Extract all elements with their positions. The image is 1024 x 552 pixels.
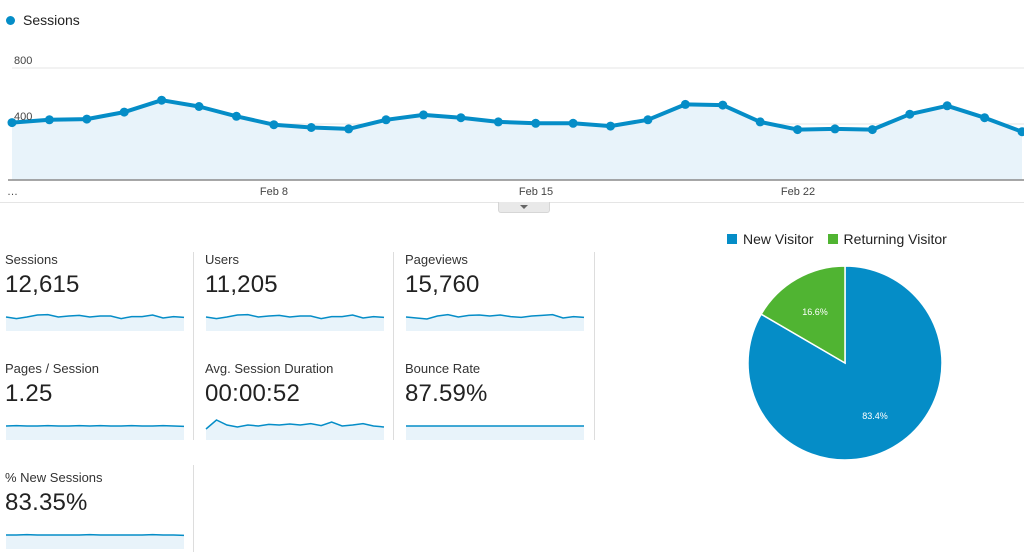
sparkline-line	[205, 313, 385, 320]
sparkline-area	[406, 314, 584, 331]
metric-label: Pageviews	[405, 252, 468, 267]
sparkline	[5, 313, 185, 331]
sessions-line-chart[interactable]: 800 400 … Feb 8 Feb 15 Feb 22	[0, 36, 1024, 202]
metric-users[interactable]: Users 11,205	[205, 252, 390, 331]
series-line	[11, 98, 1023, 134]
metric-pageviews[interactable]: Pageviews 15,760	[405, 252, 590, 331]
data-point[interactable]	[905, 109, 915, 119]
data-point[interactable]	[531, 118, 541, 128]
metric-value: 1.25	[5, 380, 53, 407]
data-point[interactable]	[830, 124, 840, 134]
metric-separator	[193, 252, 194, 440]
sparkline-area	[406, 426, 584, 440]
metric-value: 87.59%	[405, 380, 488, 407]
series-color-dot	[6, 15, 15, 25]
data-point[interactable]	[980, 113, 990, 123]
metric-label: Pages / Session	[5, 361, 99, 376]
metric-separator	[193, 465, 194, 552]
sparkline-line	[205, 419, 385, 430]
pie-slice-returning-visitor[interactable]	[760, 265, 846, 365]
data-point[interactable]	[867, 125, 877, 135]
swatch-returning	[827, 234, 838, 244]
pie-slice-label: 16.6%	[802, 307, 828, 317]
data-point[interactable]	[606, 121, 616, 131]
y-tick-label: 800	[14, 55, 32, 67]
data-point[interactable]	[718, 100, 728, 110]
x-tick-label: …	[7, 186, 18, 198]
metric-value: 00:00:52	[205, 380, 301, 407]
data-point[interactable]	[755, 117, 765, 127]
metric-label: Bounce Rate	[405, 361, 481, 376]
sparkline-line	[5, 313, 185, 320]
data-point[interactable]	[942, 101, 952, 111]
data-point[interactable]	[680, 99, 690, 109]
metric-label: Users	[205, 252, 239, 267]
data-point[interactable]	[7, 118, 17, 128]
pie-legend: New Visitor Returning Visitor	[727, 231, 947, 247]
metric-new-sessions[interactable]: % New Sessions 83.35%	[5, 470, 190, 549]
metric-pages-per-session[interactable]: Pages / Session 1.25	[5, 361, 190, 440]
metric-label: Sessions	[5, 252, 58, 267]
metric-value: 15,760	[405, 271, 480, 298]
metric-value: 12,615	[5, 271, 80, 298]
data-point[interactable]	[119, 107, 129, 117]
sparkline	[6, 533, 185, 549]
pie-slice-label: 83.4%	[862, 411, 888, 421]
sparkline	[205, 419, 385, 440]
collapse-chart-toggle[interactable]	[498, 202, 550, 213]
data-point[interactable]	[568, 118, 578, 128]
data-point[interactable]	[344, 124, 354, 134]
metric-value: 83.35%	[5, 489, 88, 516]
sparkline-line	[6, 533, 185, 537]
data-point[interactable]	[418, 110, 428, 120]
metric-label: Avg. Session Duration	[205, 361, 334, 376]
sparkline-area	[206, 420, 384, 440]
sparkline	[5, 424, 185, 440]
pie-legend-item-returning[interactable]: Returning Visitor	[827, 231, 947, 247]
sparkline-area	[6, 425, 184, 440]
swatch-new	[727, 234, 737, 244]
area-fill	[12, 100, 1022, 180]
sparkline	[406, 425, 584, 440]
data-point[interactable]	[493, 117, 503, 127]
visitor-pie-chart[interactable]: 83.4% 16.6%	[745, 263, 945, 463]
x-tick-label: Feb 8	[260, 186, 288, 198]
metric-value: 11,205	[205, 271, 278, 298]
pie-legend-label: New Visitor	[743, 231, 814, 247]
data-point[interactable]	[194, 102, 204, 111]
data-point[interactable]	[306, 123, 316, 132]
data-point[interactable]	[269, 120, 279, 130]
data-point[interactable]	[1017, 127, 1024, 137]
data-point[interactable]	[231, 111, 241, 121]
metric-separator	[393, 252, 394, 440]
pie-legend-label: Returning Visitor	[843, 231, 947, 247]
sparkline-area	[6, 534, 184, 549]
data-point[interactable]	[157, 95, 167, 105]
sparkline-line	[5, 424, 185, 428]
y-tick-label: 400	[14, 111, 32, 123]
sparkline-line	[405, 313, 585, 320]
data-point[interactable]	[643, 115, 653, 125]
sparkline	[205, 313, 385, 331]
series-legend-label: Sessions	[23, 12, 80, 28]
sparkline-area	[206, 314, 384, 331]
metric-bounce-rate[interactable]: Bounce Rate 87.59%	[405, 361, 590, 440]
chevron-down-icon	[520, 205, 528, 209]
x-tick-label: Feb 15	[519, 186, 553, 198]
data-point[interactable]	[456, 113, 466, 123]
sparkline-area	[6, 314, 184, 331]
pie-legend-item-new[interactable]: New Visitor	[727, 231, 814, 247]
x-tick-label: Feb 22	[781, 186, 815, 198]
data-point[interactable]	[793, 125, 803, 135]
data-point[interactable]	[381, 115, 391, 125]
metric-avg-session-duration[interactable]: Avg. Session Duration 00:00:52	[205, 361, 390, 440]
chart-legend[interactable]: Sessions	[6, 12, 80, 28]
data-point[interactable]	[82, 114, 92, 124]
metric-sessions[interactable]: Sessions 12,615	[5, 252, 190, 331]
sparkline	[405, 313, 585, 331]
metric-separator	[594, 252, 595, 440]
data-point[interactable]	[44, 115, 54, 125]
metric-label: % New Sessions	[5, 470, 103, 485]
